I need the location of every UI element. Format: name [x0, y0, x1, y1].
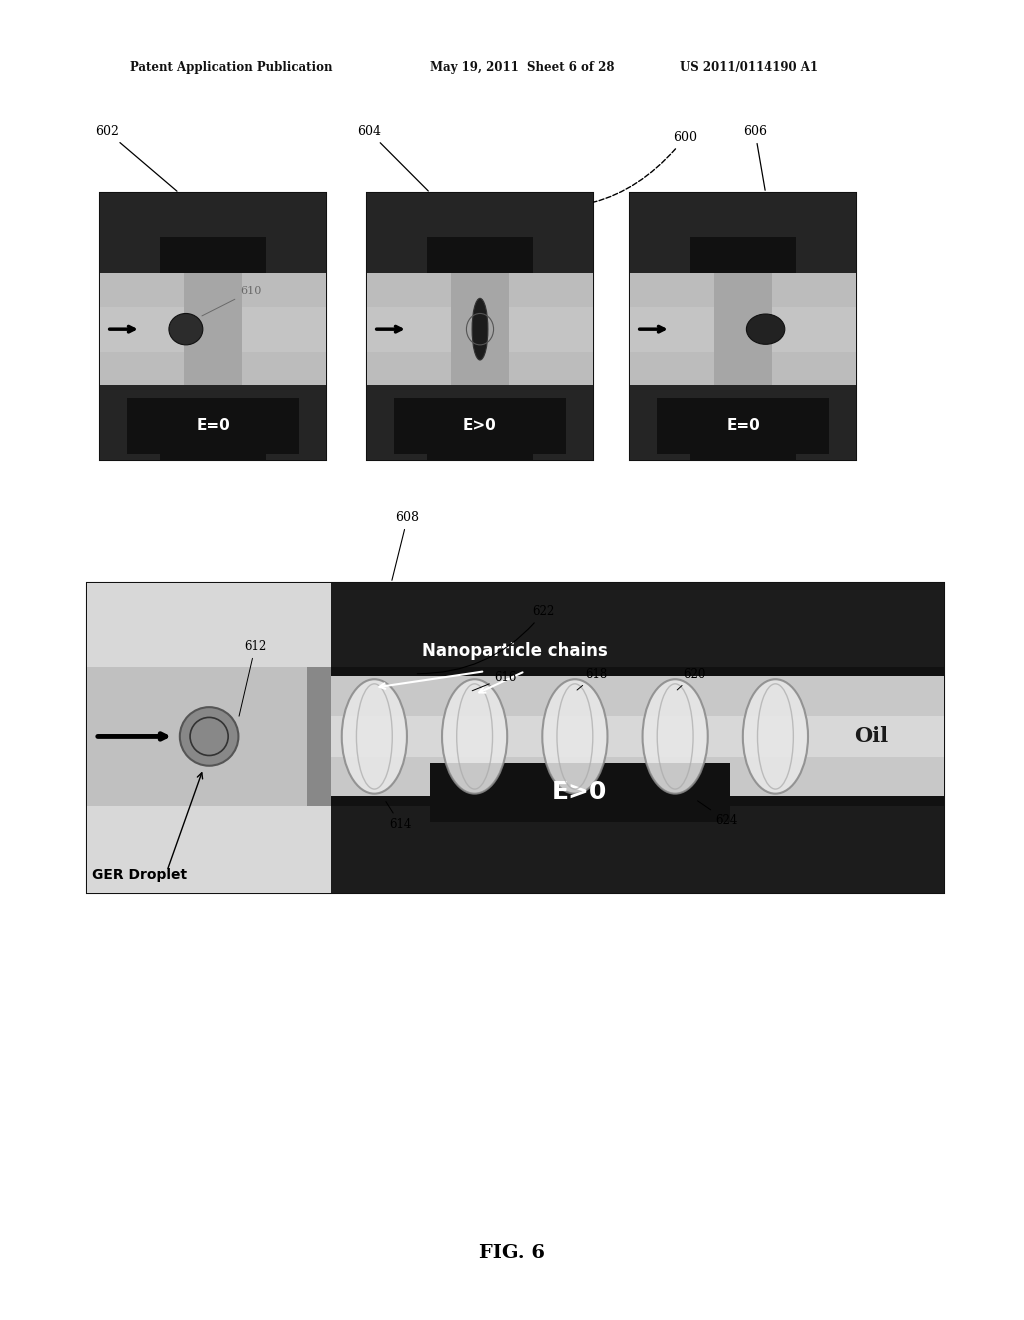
- Ellipse shape: [442, 680, 507, 793]
- Text: E=0: E=0: [197, 418, 229, 433]
- Ellipse shape: [543, 680, 607, 793]
- Text: 622: 622: [417, 605, 555, 673]
- Bar: [367, 306, 593, 351]
- Text: 614: 614: [386, 801, 412, 832]
- Bar: [331, 583, 944, 667]
- Bar: [714, 193, 772, 273]
- Bar: [367, 385, 593, 459]
- Bar: [394, 397, 566, 454]
- Text: Patent Application Publication: Patent Application Publication: [130, 62, 333, 74]
- Bar: [367, 273, 593, 385]
- Bar: [714, 193, 772, 459]
- Text: 616: 616: [472, 671, 517, 690]
- Bar: [87, 583, 944, 894]
- Bar: [690, 426, 796, 459]
- Bar: [630, 273, 856, 385]
- Text: 600: 600: [496, 131, 697, 207]
- Bar: [630, 393, 856, 412]
- Ellipse shape: [342, 680, 407, 793]
- Bar: [630, 306, 856, 351]
- Bar: [331, 667, 944, 676]
- Bar: [100, 193, 326, 273]
- Bar: [183, 193, 243, 459]
- Text: GER Droplet: GER Droplet: [92, 869, 187, 882]
- Bar: [160, 426, 266, 459]
- Bar: [430, 763, 730, 821]
- Bar: [100, 193, 326, 459]
- Bar: [367, 193, 593, 273]
- Text: 618: 618: [577, 668, 607, 690]
- Bar: [160, 238, 266, 273]
- Text: E>0: E>0: [463, 418, 497, 433]
- Bar: [183, 193, 243, 273]
- Bar: [87, 583, 331, 894]
- Text: 604: 604: [357, 125, 428, 191]
- Text: 612: 612: [239, 640, 266, 717]
- Text: 610: 610: [202, 286, 261, 315]
- Bar: [331, 807, 944, 894]
- Text: 624: 624: [697, 801, 737, 828]
- Ellipse shape: [180, 708, 239, 766]
- Bar: [690, 238, 796, 273]
- Bar: [127, 397, 299, 454]
- Ellipse shape: [472, 298, 487, 360]
- Text: E>0: E>0: [552, 780, 607, 804]
- Bar: [657, 397, 828, 454]
- Text: Nanoparticle chains: Nanoparticle chains: [422, 643, 608, 660]
- Bar: [307, 667, 331, 807]
- Bar: [331, 796, 944, 807]
- Ellipse shape: [742, 680, 808, 793]
- Ellipse shape: [746, 314, 784, 345]
- Bar: [427, 426, 532, 459]
- Bar: [100, 273, 326, 385]
- Ellipse shape: [169, 313, 203, 345]
- Bar: [87, 667, 944, 807]
- Bar: [367, 273, 593, 385]
- Ellipse shape: [643, 680, 708, 793]
- Bar: [87, 667, 319, 807]
- Bar: [87, 715, 944, 758]
- Text: 606: 606: [743, 125, 767, 190]
- Bar: [427, 238, 532, 273]
- Text: E=0: E=0: [726, 418, 760, 433]
- Bar: [630, 193, 856, 273]
- Text: May 19, 2011  Sheet 6 of 28: May 19, 2011 Sheet 6 of 28: [430, 62, 614, 74]
- Bar: [630, 193, 856, 459]
- Bar: [367, 393, 593, 412]
- Text: US 2011/0114190 A1: US 2011/0114190 A1: [680, 62, 818, 74]
- Bar: [367, 193, 593, 459]
- Text: 608: 608: [392, 511, 420, 581]
- Bar: [100, 385, 326, 459]
- Bar: [451, 193, 509, 459]
- Bar: [100, 393, 326, 412]
- Text: Oil: Oil: [854, 726, 888, 746]
- Text: FIG. 6: FIG. 6: [479, 1243, 545, 1262]
- Bar: [630, 385, 856, 459]
- Text: 602: 602: [95, 125, 177, 191]
- Bar: [630, 273, 856, 385]
- Bar: [100, 306, 326, 351]
- Bar: [100, 273, 326, 385]
- Bar: [451, 193, 509, 273]
- Text: 620: 620: [677, 668, 706, 690]
